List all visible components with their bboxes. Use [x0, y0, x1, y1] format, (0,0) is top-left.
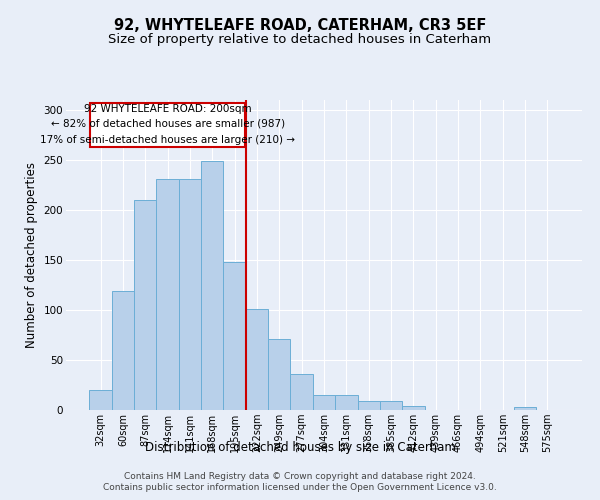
Bar	[112, 291, 134, 410]
Text: 92 WHYTELEAFE ROAD: 200sqm: 92 WHYTELEAFE ROAD: 200sqm	[84, 104, 251, 114]
Bar	[290, 374, 313, 410]
Bar	[335, 395, 358, 410]
Text: ← 82% of detached houses are smaller (987): ← 82% of detached houses are smaller (98…	[50, 118, 284, 128]
Bar	[380, 401, 402, 410]
Bar	[358, 401, 380, 410]
Bar	[313, 395, 335, 410]
Text: 92, WHYTELEAFE ROAD, CATERHAM, CR3 5EF: 92, WHYTELEAFE ROAD, CATERHAM, CR3 5EF	[114, 18, 486, 32]
Bar	[223, 262, 246, 410]
Bar	[201, 161, 223, 410]
Text: 17% of semi-detached houses are larger (210) →: 17% of semi-detached houses are larger (…	[40, 135, 295, 145]
Bar	[268, 339, 290, 410]
Bar	[134, 200, 157, 410]
Text: Contains HM Land Registry data © Crown copyright and database right 2024.: Contains HM Land Registry data © Crown c…	[124, 472, 476, 481]
Y-axis label: Number of detached properties: Number of detached properties	[25, 162, 38, 348]
Bar	[90, 103, 245, 147]
Text: Distribution of detached houses by size in Caterham: Distribution of detached houses by size …	[145, 441, 455, 454]
Text: Contains public sector information licensed under the Open Government Licence v3: Contains public sector information licen…	[103, 484, 497, 492]
Bar	[402, 406, 425, 410]
Bar	[514, 407, 536, 410]
Bar	[246, 309, 268, 410]
Text: Size of property relative to detached houses in Caterham: Size of property relative to detached ho…	[109, 32, 491, 46]
Bar	[157, 179, 179, 410]
Bar	[89, 390, 112, 410]
Bar	[179, 179, 201, 410]
